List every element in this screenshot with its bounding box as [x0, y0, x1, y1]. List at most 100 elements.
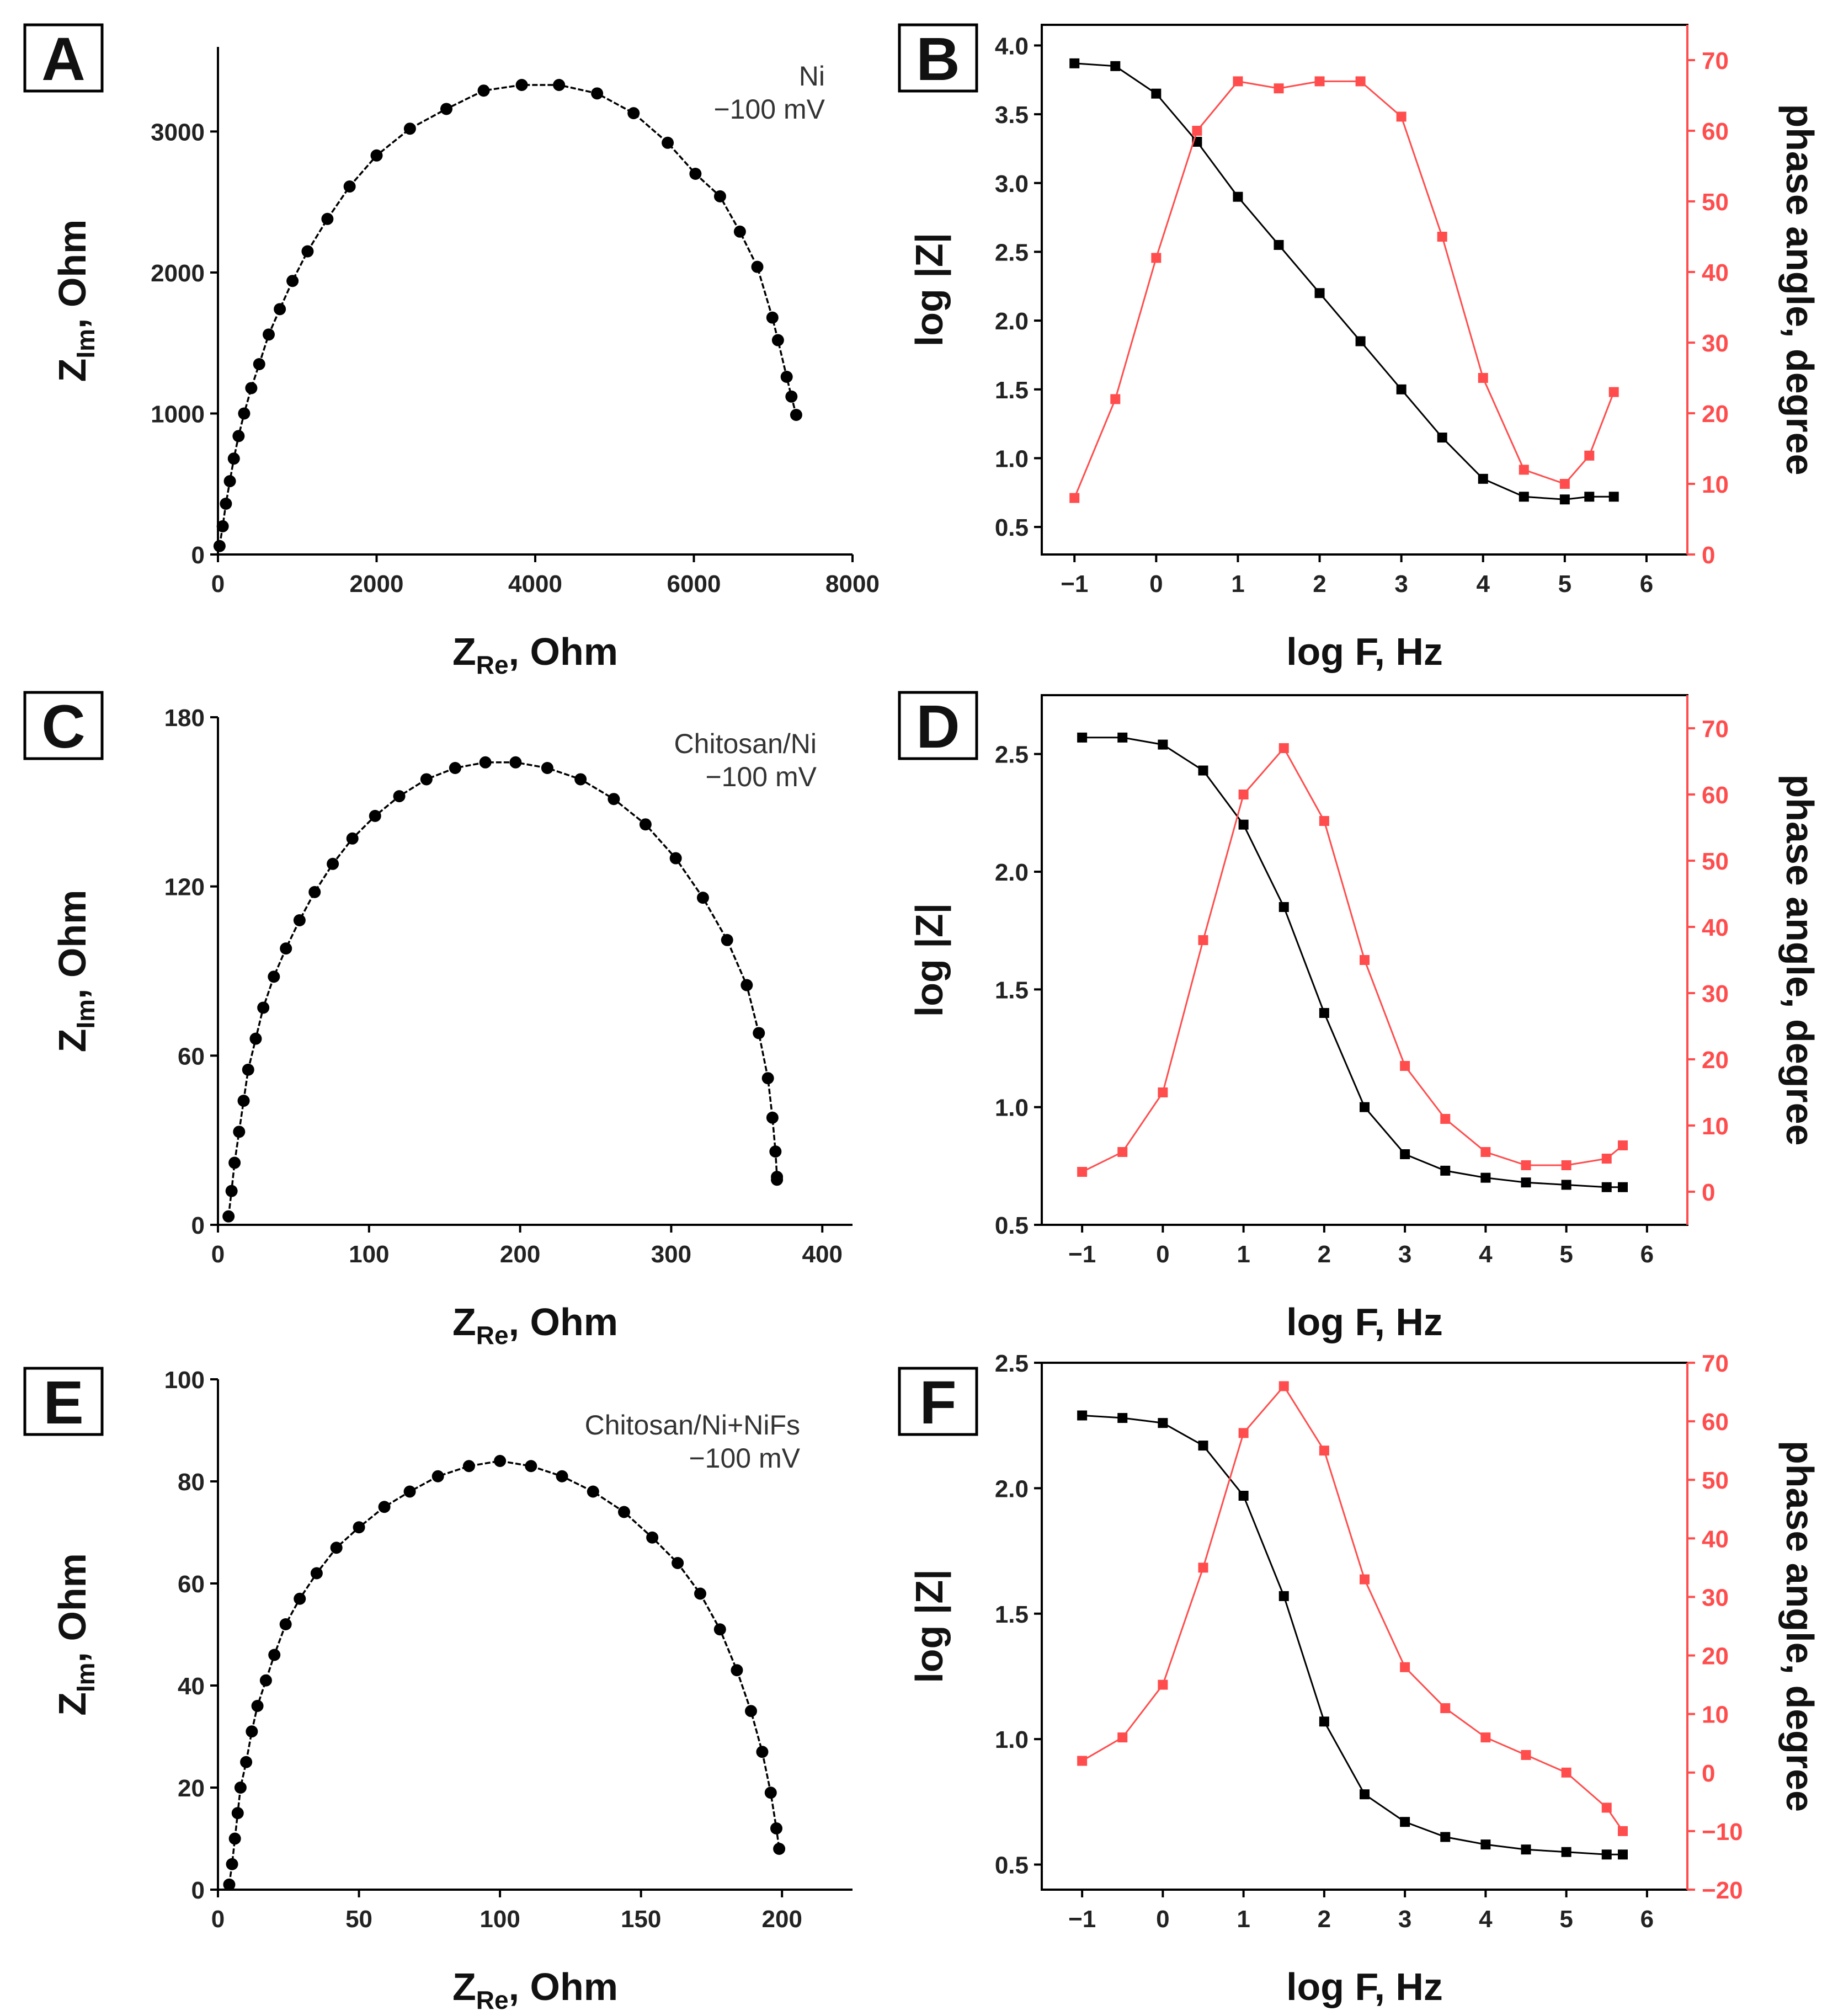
y2-tick-label: 30 [1702, 330, 1729, 357]
data-marker [1233, 191, 1243, 202]
x-tick-label: 3 [1398, 1241, 1411, 1268]
data-point [280, 942, 292, 955]
data-point [257, 1001, 270, 1014]
x-tick-label: 200 [500, 1241, 540, 1268]
data-marker [1077, 1167, 1088, 1177]
y-tick-label: 1.5 [995, 377, 1029, 404]
panel-letter-box [898, 23, 978, 93]
data-point [227, 452, 240, 465]
data-point [240, 1756, 253, 1768]
data-marker [1151, 253, 1162, 263]
y-tick-label: 1.5 [995, 977, 1029, 1004]
series-line [227, 761, 778, 1217]
data-point [213, 540, 226, 552]
data-point [228, 1156, 241, 1169]
data-marker [1437, 232, 1447, 242]
y-axis-title: log |Z| [908, 1569, 951, 1683]
data-point [238, 407, 251, 420]
data-point [393, 790, 406, 803]
x-tick-label: 4 [1479, 1906, 1493, 1933]
data-point [780, 371, 793, 383]
data-point [370, 149, 383, 162]
data-marker [1601, 1802, 1612, 1813]
data-marker [1561, 1847, 1571, 1857]
y2-tick-label: 10 [1702, 1113, 1729, 1140]
data-point [274, 303, 286, 316]
data-marker [1400, 1061, 1410, 1071]
data-point [639, 818, 652, 831]
data-point [242, 1063, 254, 1076]
data-point [509, 756, 522, 769]
data-point [222, 1210, 235, 1223]
y-tick-label: 60 [178, 1571, 205, 1598]
panel-b: B −1 0 1 2 3 4 5 6 0.5 1.0 1.5 2.0 2.5 3.0 3.5 4.0 0 10 20 3… [898, 23, 1821, 673]
y-tick-label: 0 [191, 1877, 205, 1904]
y2-tick-label: 60 [1702, 782, 1729, 809]
data-marker [1480, 1147, 1491, 1157]
data-marker [1561, 1160, 1571, 1170]
data-marker [1238, 1428, 1249, 1438]
data-marker [1601, 1154, 1612, 1164]
y2-tick-label: −10 [1702, 1818, 1743, 1846]
x-tick-label: 50 [345, 1906, 372, 1933]
data-marker [1117, 732, 1128, 743]
panel-letter-box [898, 1367, 978, 1436]
panel-letter: D [916, 693, 960, 761]
x-axis-title: ZRe, Ohm [452, 1965, 618, 2014]
panel-letter-box [898, 691, 978, 760]
data-marker [1151, 88, 1162, 99]
data-marker [1117, 1732, 1128, 1743]
data-marker [1238, 790, 1249, 799]
data-marker [1440, 1114, 1451, 1124]
series-line [1082, 1384, 1624, 1832]
data-point [279, 1618, 292, 1630]
data-point [627, 107, 640, 120]
data-point [669, 852, 682, 865]
data-marker [1158, 739, 1168, 750]
data-point [745, 1705, 757, 1718]
data-point [479, 756, 492, 769]
y2-tick-label: 60 [1702, 118, 1729, 145]
x-tick-label: 0 [1156, 1906, 1169, 1933]
y-tick-label: 0 [191, 542, 205, 569]
panel-letter-box [23, 23, 104, 93]
data-point [403, 122, 416, 135]
y2-tick-label: 0 [1702, 1760, 1715, 1787]
y-axis-title: log |Z| [908, 903, 951, 1017]
data-marker [1478, 373, 1488, 383]
panel-d: D −1 0 1 2 3 4 5 6 0.5 1.0 1.5 2.0 2.5 0 10 20 30 40 50 60 70… [898, 691, 1821, 1343]
plot-frame [1041, 1362, 1688, 1891]
x-tick-label: 0 [211, 570, 225, 598]
data-marker [1480, 1732, 1491, 1743]
data-marker [1559, 479, 1570, 489]
data-marker [1158, 1679, 1168, 1690]
data-point [223, 475, 236, 488]
data-marker [1077, 732, 1088, 743]
y-tick-label: 3000 [151, 119, 205, 146]
data-marker [1158, 1087, 1168, 1097]
data-point [541, 762, 553, 774]
data-marker [1319, 1446, 1329, 1456]
y-tick-label: 0 [191, 1212, 205, 1239]
panel-letter: B [916, 25, 960, 93]
series-line [228, 1460, 780, 1885]
data-marker [1198, 935, 1208, 945]
y-axis-title: log |Z| [908, 233, 951, 346]
data-point [225, 1185, 238, 1197]
x-tick-label: 1 [1237, 1241, 1250, 1268]
data-point [477, 84, 490, 97]
data-marker [1278, 902, 1289, 912]
data-point [733, 225, 746, 238]
data-point [237, 1095, 250, 1107]
y-tick-label: 1.0 [995, 445, 1029, 472]
panel-e: E 0 50 100 150 200 0 20 40 60 80 100 ZRe, Ohm ZIm, Oh… [23, 1367, 853, 2014]
data-point [618, 1506, 630, 1518]
data-marker [1069, 58, 1080, 68]
data-point [233, 1126, 246, 1138]
x-axis-title: log F, Hz [1286, 1300, 1443, 1343]
data-point [301, 245, 314, 258]
data-point [574, 773, 587, 786]
data-point [713, 1623, 726, 1636]
data-point [721, 934, 733, 946]
data-point [689, 168, 702, 180]
